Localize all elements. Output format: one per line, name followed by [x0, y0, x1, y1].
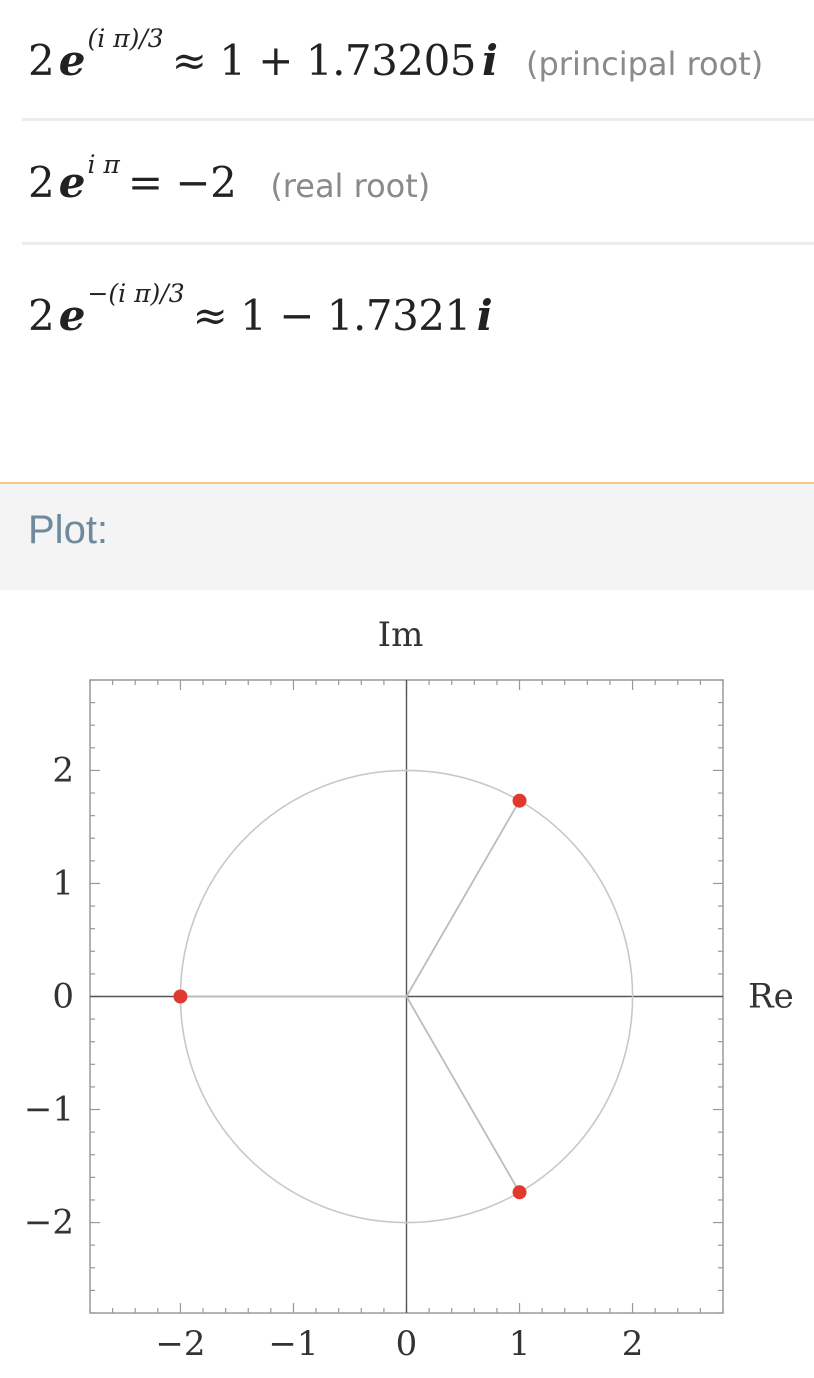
root-coefficient: 2 [28, 157, 55, 207]
y-tick-label: 0 [52, 977, 74, 1017]
root-point [173, 989, 188, 1004]
x-tick-label: −2 [155, 1324, 205, 1364]
y-tick-label: 2 [52, 750, 74, 790]
root-coefficient: 2 [28, 35, 55, 85]
root-row-real: 2 e i π = −2 (real root) [0, 122, 814, 242]
complex-plane-plot: −2 −1 0 1 2 2 1 0 −1 −2 Re Im [24, 615, 794, 1364]
root-point [512, 1185, 527, 1200]
root-relation: ≈ 1 + 1.73205 [171, 35, 477, 85]
root-exponent: i π [87, 149, 120, 179]
root-relation: = −2 [127, 157, 237, 207]
imaginary-unit: i [482, 35, 498, 85]
plot-title: Plot: [28, 508, 109, 552]
euler-e: e [58, 290, 86, 340]
root-row-third: 2 e −(i π)/3 ≈ 1 − 1.7321 i [0, 250, 814, 370]
root-row-principal: 2 e (i π)/3 ≈ 1 + 1.73205 i (principal r… [0, 0, 814, 120]
root-note: (principal root) [526, 45, 764, 83]
row-separator [22, 118, 814, 121]
root-relation: ≈ 1 − 1.7321 [192, 290, 472, 340]
root-exponent: −(i π)/3 [87, 278, 185, 308]
root-point [512, 793, 527, 808]
row-separator [22, 242, 814, 245]
x-tick-label: 0 [396, 1324, 418, 1364]
root-coefficient: 2 [28, 290, 55, 340]
y-axis-label: Im [378, 615, 424, 655]
x-tick-label: −1 [268, 1324, 318, 1364]
root-exponent: (i π)/3 [87, 23, 164, 53]
root-spoke [405, 800, 521, 997]
y-tick-label: 1 [52, 863, 74, 903]
root-spoke [405, 996, 521, 1193]
y-tick-label: −2 [24, 1203, 74, 1243]
y-tick-label: −1 [24, 1090, 74, 1130]
x-axis-label: Re [748, 977, 794, 1017]
root-formula: 2 e i π = −2 (real root) [28, 122, 430, 242]
euler-e: e [58, 35, 86, 85]
plot-area: −2 −1 0 1 2 2 1 0 −1 −2 Re Im [0, 590, 814, 1378]
section-divider [0, 482, 814, 484]
x-tick-label: 2 [622, 1324, 644, 1364]
root-formula: 2 e (i π)/3 ≈ 1 + 1.73205 i (principal r… [28, 0, 763, 120]
x-tick-label: 1 [509, 1324, 531, 1364]
root-formula: 2 e −(i π)/3 ≈ 1 − 1.7321 i [28, 250, 493, 370]
imaginary-unit: i [476, 290, 493, 340]
euler-e: e [58, 157, 86, 207]
root-note: (real root) [270, 167, 431, 205]
plot-pod-header: Plot: [0, 484, 814, 590]
